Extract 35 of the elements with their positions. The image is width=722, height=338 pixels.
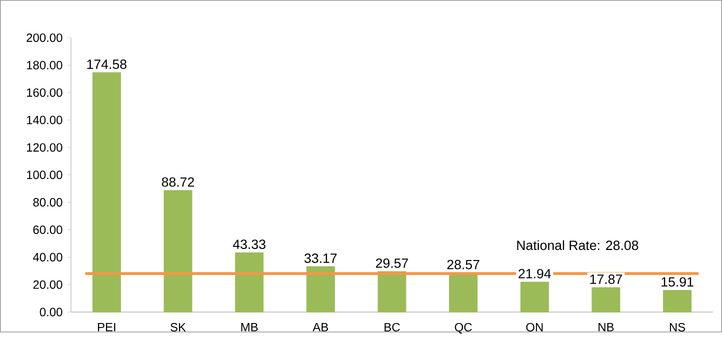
data-label: 15.91 [662, 277, 694, 287]
bar [663, 290, 692, 313]
y-tick-label: 200.00 [26, 34, 62, 42]
y-tick-label: 120.00 [26, 143, 62, 152]
bar [520, 282, 549, 313]
bar [164, 190, 192, 313]
y-tick-label: 20.00 [33, 280, 62, 290]
x-tick-label: QC [454, 323, 472, 334]
y-tick-label: 100.00 [26, 170, 62, 180]
data-label: 33.17 [304, 254, 337, 264]
ref-line-label: National Rate: 28.08 [517, 240, 638, 250]
x-tick-label: SK [170, 323, 186, 332]
data-label: 88.72 [162, 178, 194, 187]
data-label: 174.58 [87, 60, 126, 70]
data-label: 29.57 [376, 258, 408, 268]
data-label: 17.87 [590, 274, 622, 284]
data-label: 28.57 [447, 260, 480, 270]
x-tick-label: AB [312, 323, 328, 332]
y-tick-label: 80.00 [33, 198, 62, 207]
y-tick-label: 140.00 [26, 116, 62, 124]
x-tick-label: PEI [98, 323, 116, 332]
x-tick-label: BC [384, 323, 400, 332]
x-tick-label: NB [598, 323, 614, 332]
y-tick-label: 160.00 [26, 88, 62, 98]
y-tick-label: 40.00 [33, 253, 62, 262]
x-tick-label: NS [670, 323, 686, 332]
bar [592, 287, 620, 313]
bar [235, 252, 264, 313]
x-tick-label: MB [241, 323, 258, 332]
y-tick-label: 0.00 [40, 308, 62, 316]
x-tick-label: ON [526, 323, 543, 332]
y-tick-label: 180.00 [26, 61, 62, 70]
y-tick-label: 60.00 [33, 226, 62, 234]
data-label: 21.94 [518, 269, 551, 279]
data-label: 43.33 [232, 240, 266, 250]
